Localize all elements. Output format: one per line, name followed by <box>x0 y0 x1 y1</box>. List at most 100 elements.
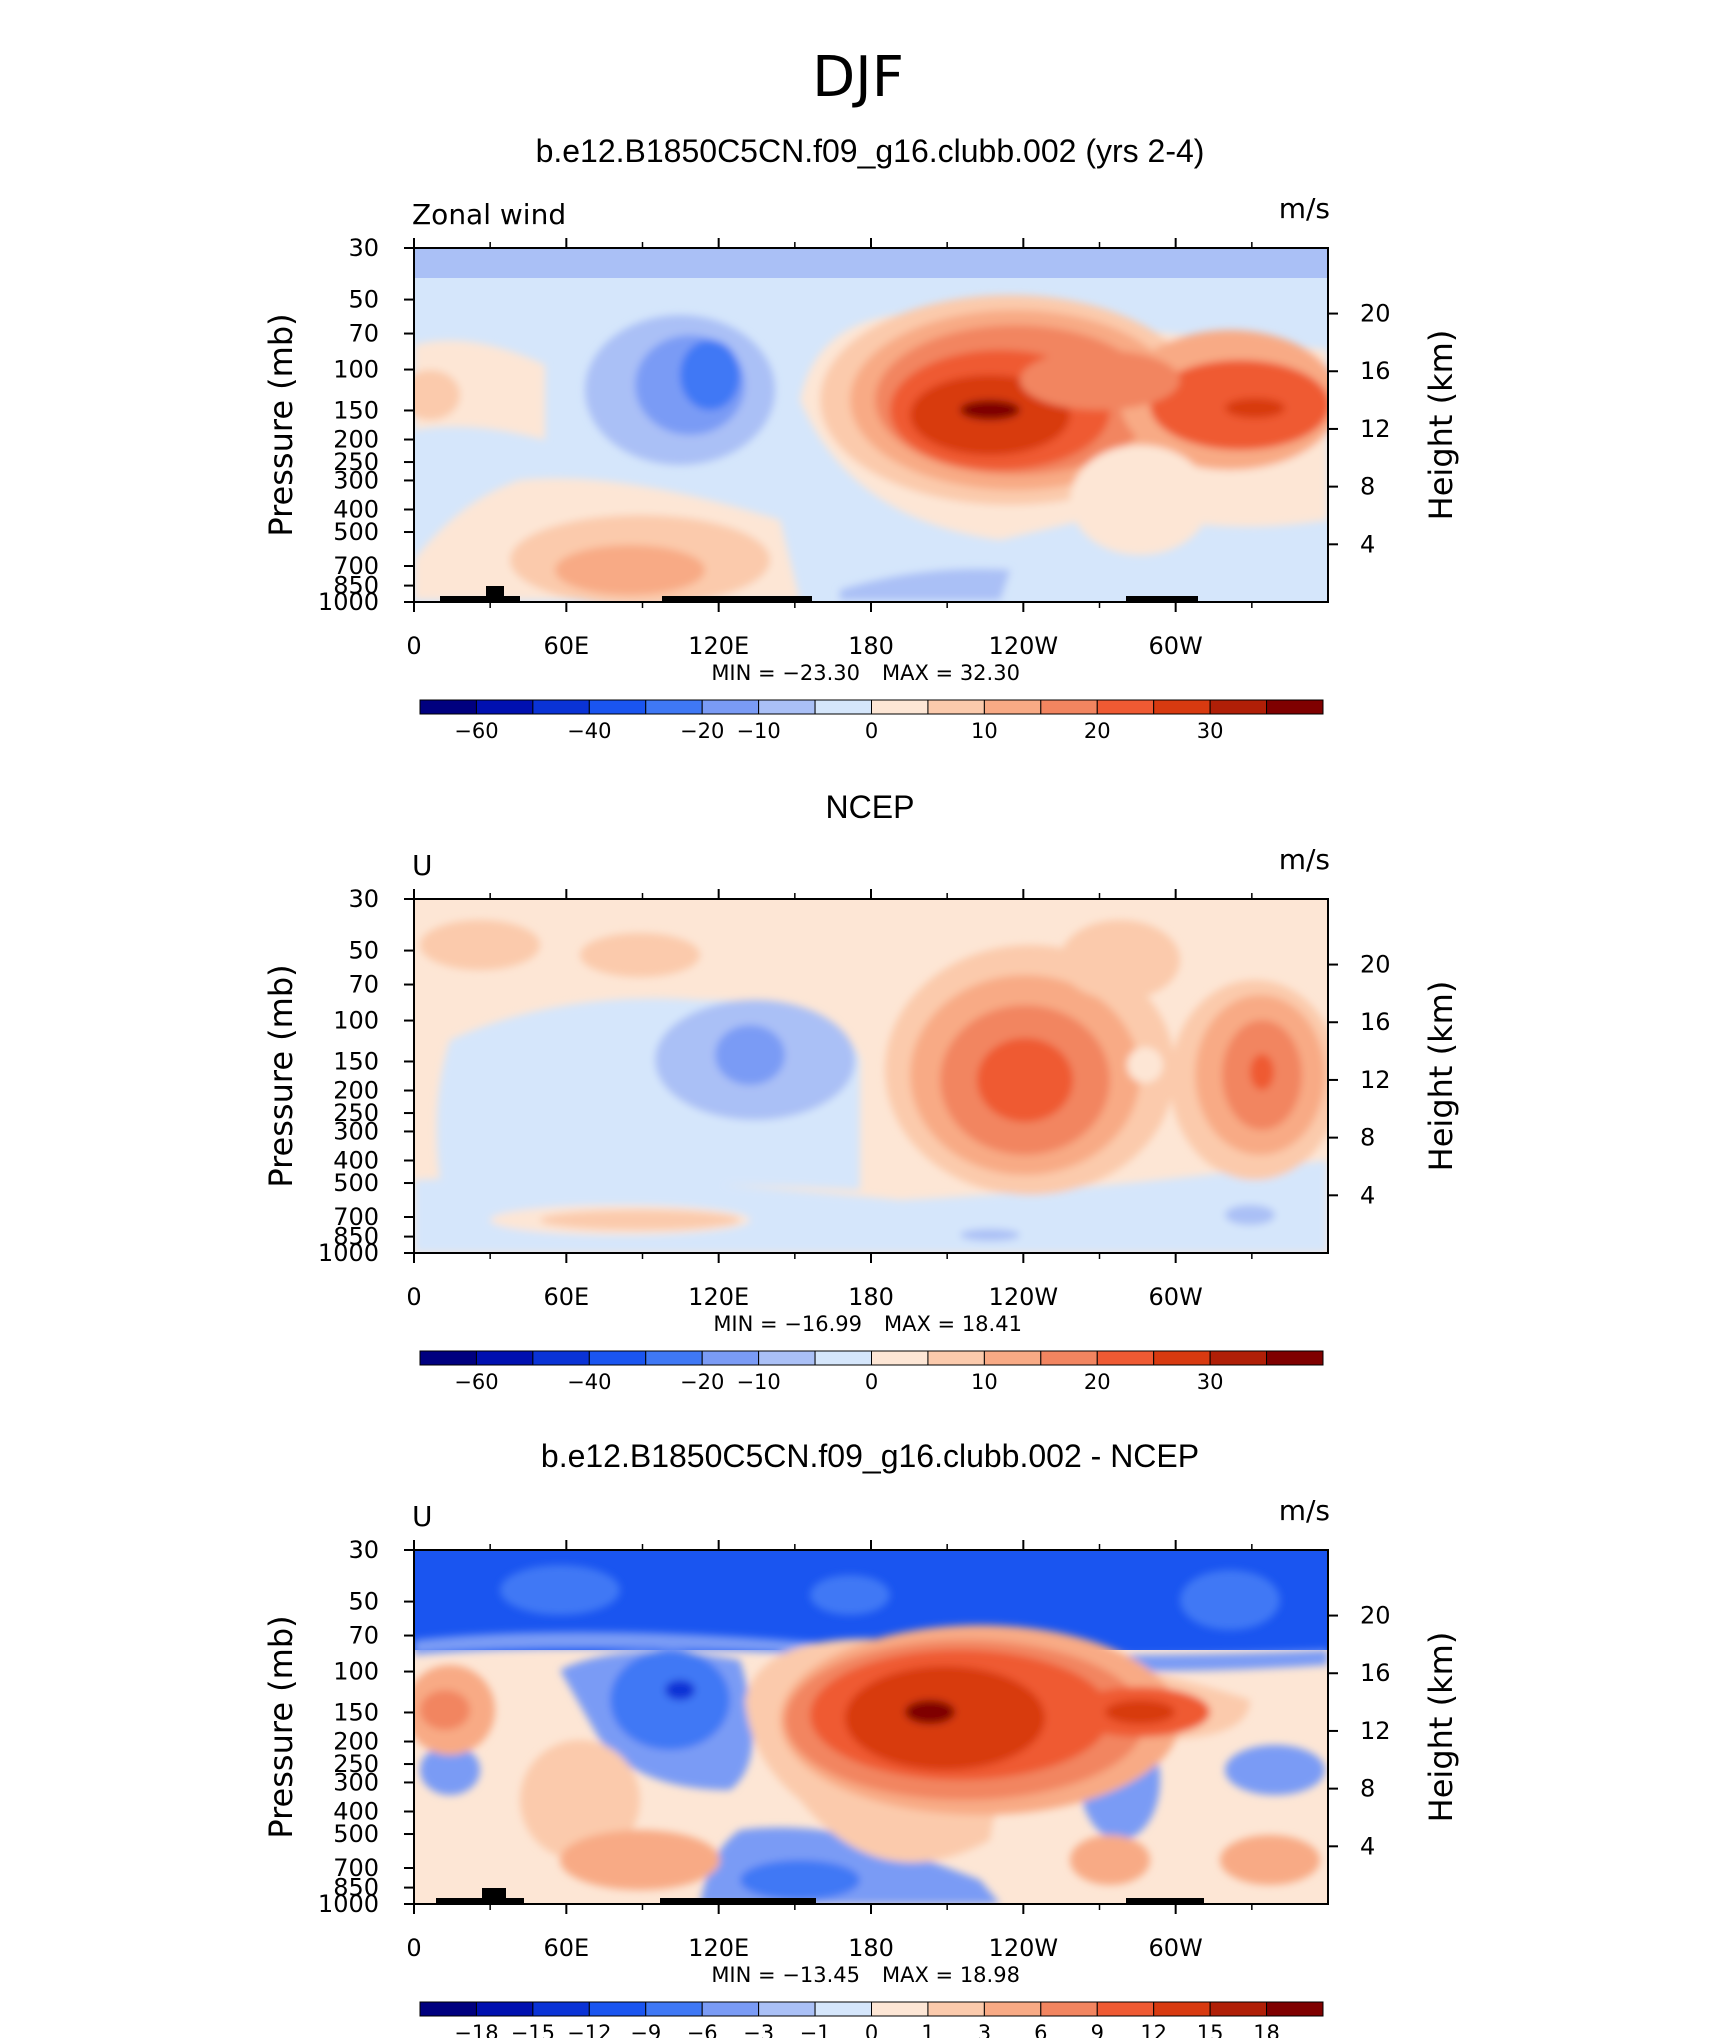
colorbar-swatch <box>927 2001 985 2017</box>
height-tick-label: 16 <box>1360 357 1391 385</box>
x-tick-label: 60W <box>1149 1283 1203 1311</box>
x-axis: 0 60E 120E 180 120W 60W <box>406 238 1253 660</box>
pressure-tick-label: 200 <box>333 1077 379 1105</box>
pressure-tick-label: 150 <box>333 396 379 424</box>
x-tick-label: 180 <box>848 1283 894 1311</box>
pressure-tick-label: 1000 <box>318 588 379 616</box>
colorbar-swatch <box>927 699 985 715</box>
height-tick-label: 12 <box>1360 415 1391 443</box>
height-tick-label: 8 <box>1360 1775 1375 1803</box>
x-tick-label: 120E <box>688 1934 749 1962</box>
y-axis-label-left: Pressure (mb) <box>262 313 300 536</box>
colorbar-label: 20 <box>1084 1370 1111 1394</box>
x-tick-label: 60E <box>543 632 589 660</box>
colorbar-swatch <box>1209 1350 1268 1366</box>
y-axis-label-left: Pressure (mb) <box>262 1615 300 1838</box>
pressure-tick-label: 50 <box>348 1588 379 1616</box>
x-tick-label: 60E <box>543 1283 589 1311</box>
panel-title: b.e12.B1850C5CN.f09_g16.clubb.002 - NCEP <box>541 1438 1199 1474</box>
pressure-tick-label: 500 <box>333 1820 379 1848</box>
colorbar-label: −20 <box>680 719 724 743</box>
colorbar-swatch <box>1096 699 1155 715</box>
colorbar-swatch <box>419 699 477 715</box>
variable-label: U <box>412 1500 433 1533</box>
colorbar-label: 10 <box>971 719 998 743</box>
max-label: MAX = 32.30 <box>882 661 1020 685</box>
height-tick-label: 20 <box>1360 1602 1391 1630</box>
colorbar-swatch <box>701 699 760 715</box>
colorbar-label: 9 <box>1091 2021 1104 2038</box>
pressure-tick-label: 300 <box>333 466 379 494</box>
pressure-tick-label: 700 <box>333 1203 379 1231</box>
x-tick-label: 0 <box>406 1283 421 1311</box>
pressure-tick-label: 50 <box>348 937 379 965</box>
colorbar-label: 0 <box>865 1370 878 1394</box>
pressure-tick-label: 70 <box>348 971 379 999</box>
pressure-tick-label: 50 <box>348 286 379 314</box>
height-tick-label: 4 <box>1360 1832 1375 1860</box>
height-tick-label: 8 <box>1360 1124 1375 1152</box>
pressure-tick-label: 300 <box>333 1768 379 1796</box>
panel-title: NCEP <box>826 789 915 825</box>
colorbar-swatch <box>645 2001 703 2017</box>
colorbar-label: −12 <box>567 2021 611 2038</box>
pressure-tick-label: 250 <box>333 1099 379 1127</box>
colorbar-label: −6 <box>687 2021 718 2038</box>
contour-field <box>414 248 1328 602</box>
panel-obs: NCEP U m/s <box>262 789 1460 1394</box>
y-axis-label-right: Height (km) <box>1422 330 1460 521</box>
colorbar-swatch <box>758 699 816 715</box>
pressure-tick-label: 850 <box>333 1874 379 1902</box>
colorbar-label: 6 <box>1034 2021 1047 2038</box>
colorbar-swatch <box>871 699 929 715</box>
pressure-tick-label: 100 <box>333 1007 379 1035</box>
min-label: MIN = −13.45 <box>711 1963 860 1987</box>
height-tick-label: 20 <box>1360 300 1391 328</box>
colorbar-label: −40 <box>567 719 611 743</box>
colorbar-swatch <box>588 2001 647 2017</box>
colorbar-swatch <box>1266 699 1324 715</box>
pressure-tick-label: 100 <box>333 356 379 384</box>
contour-field <box>414 1550 1328 1904</box>
pressure-tick-label: 850 <box>333 1223 379 1251</box>
colorbar-swatch <box>419 2001 477 2017</box>
colorbar-swatch <box>532 2001 590 2017</box>
pressure-tick-label: 300 <box>333 1117 379 1145</box>
figure-title: DJF <box>812 45 904 110</box>
panel-title: b.e12.B1850C5CN.f09_g16.clubb.002 (yrs 2… <box>536 133 1205 169</box>
colorbar-swatch <box>475 1350 534 1366</box>
pressure-tick-label: 1000 <box>318 1890 379 1918</box>
colorbar-swatch <box>588 699 647 715</box>
colorbar-swatch <box>1209 699 1268 715</box>
height-tick-label: 4 <box>1360 1181 1375 1209</box>
x-tick-label: 180 <box>848 1934 894 1962</box>
height-tick-label: 20 <box>1360 951 1391 979</box>
pressure-tick-label: 30 <box>348 885 379 913</box>
colorbar-swatch <box>1266 2001 1324 2017</box>
x-axis: 0 60E 120E 180 120W 60W <box>406 1540 1253 1962</box>
max-label: MAX = 18.98 <box>882 1963 1020 1987</box>
height-axis: 20 16 12 8 4 <box>1328 1602 1391 1860</box>
pressure-tick-label: 150 <box>333 1047 379 1075</box>
height-tick-label: 16 <box>1360 1008 1391 1036</box>
colorbar-swatch <box>532 1350 590 1366</box>
colorbar-label: −40 <box>567 1370 611 1394</box>
pressure-tick-label: 70 <box>348 320 379 348</box>
colorbar-swatch <box>701 2001 760 2017</box>
colorbar-swatch <box>1209 2001 1268 2017</box>
colorbar-label: −10 <box>736 719 780 743</box>
height-tick-label: 16 <box>1360 1659 1391 1687</box>
colorbar-label: 0 <box>865 2021 878 2038</box>
colorbar-label: −10 <box>736 1370 780 1394</box>
colorbar-swatch <box>814 1350 872 1366</box>
pressure-tick-label: 70 <box>348 1622 379 1650</box>
pressure-tick-label: 700 <box>333 552 379 580</box>
colorbar-swatch <box>983 2001 1042 2017</box>
max-label: MAX = 18.41 <box>884 1312 1022 1336</box>
pressure-tick-label: 400 <box>333 1797 379 1825</box>
colorbar-label: 20 <box>1084 719 1111 743</box>
